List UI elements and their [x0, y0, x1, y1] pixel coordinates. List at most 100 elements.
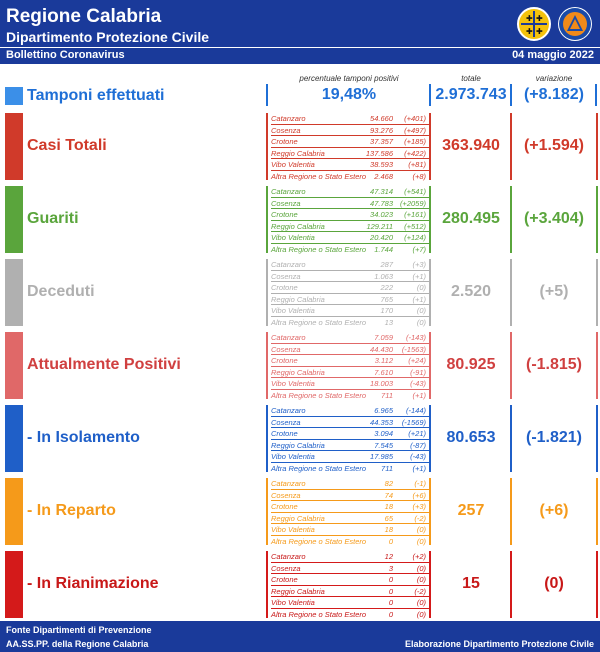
province-delta: (0)	[416, 525, 426, 534]
province-row: Cosenza 74 (+6)	[271, 490, 431, 501]
divider	[429, 332, 434, 399]
province-name: Cosenza	[271, 344, 301, 354]
province-name: Crotone	[271, 283, 298, 292]
province-value: 137.586	[365, 148, 393, 158]
province-delta: (0)	[416, 536, 426, 546]
divider	[595, 84, 597, 106]
province-delta: (-43)	[410, 452, 426, 461]
province-row: Reggio Calabria 0 (-2)	[271, 586, 431, 597]
header: Regione Calabria Dipartimento Protezione…	[0, 0, 600, 64]
province-row: Crotone 34.023 (+161)	[271, 209, 431, 221]
province-delta: (0)	[416, 283, 426, 292]
province-name: Vibo Valentia	[271, 160, 315, 169]
province-row: Cosenza 1.063 (+1)	[271, 271, 431, 282]
province-name: Altra Regione o Stato Estero	[271, 390, 367, 400]
section-color-bar	[5, 405, 23, 472]
province-value: 0	[388, 609, 393, 619]
page-subtitle: Dipartimento Protezione Civile	[6, 29, 210, 45]
province-name: Catanzaro	[271, 333, 306, 342]
divider	[266, 84, 268, 106]
province-delta: (-91)	[410, 367, 426, 377]
province-row: Catanzaro 12 (+2)	[271, 551, 431, 563]
province-name: Catanzaro	[271, 114, 306, 123]
divider	[510, 186, 515, 253]
province-row: Crotone 0 (0)	[271, 574, 431, 586]
province-delta: (-143)	[405, 333, 426, 342]
section-total: 257	[457, 501, 485, 519]
province-value: 7.545	[374, 440, 393, 450]
province-value: 47.783	[370, 198, 393, 208]
province-delta: (0)	[416, 609, 426, 619]
bulletin-date: 04 maggio 2022	[512, 49, 594, 61]
province-delta: (-1569)	[401, 417, 426, 427]
section-label: Guariti	[27, 209, 79, 227]
province-delta: (+1)	[412, 390, 426, 400]
province-value: 38.593	[370, 160, 393, 169]
section-variation: (+3.404)	[523, 209, 585, 227]
province-row: Catanzaro 54.660 (+401)	[271, 113, 431, 125]
divider	[510, 405, 515, 472]
footer-source-line1: Fonte Dipartimenti di Prevenzione	[6, 625, 152, 635]
province-delta: (0)	[416, 317, 426, 327]
province-value: 18	[384, 502, 393, 511]
province-delta: (-144)	[405, 406, 426, 415]
province-row: Reggio Calabria 137.586 (+422)	[271, 148, 431, 159]
province-row: Catanzaro 287 (+3)	[271, 259, 431, 271]
section-label: Casi Totali	[27, 136, 107, 154]
province-name: Vibo Valentia	[271, 233, 315, 242]
province-name: Reggio Calabria	[271, 440, 325, 450]
province-value: 3.112	[374, 356, 393, 365]
section-label: - In Isolamento	[27, 428, 140, 446]
divider	[266, 478, 271, 545]
province-row: Cosenza 44.353 (-1569)	[271, 417, 431, 428]
province-name: Altra Regione o Stato Estero	[271, 244, 367, 254]
province-name: Vibo Valentia	[271, 598, 315, 607]
divider	[596, 478, 598, 545]
province-name: Crotone	[271, 575, 298, 584]
province-row: Vibo Valentia 0 (0)	[271, 597, 431, 609]
column-header-percent: percentuale tamponi positivi	[299, 74, 399, 83]
province-row: Cosenza 47.783 (+2059)	[271, 198, 431, 209]
province-delta: (+124)	[404, 233, 426, 242]
province-row: Altra Regione o Stato Estero 1.744 (+7)	[271, 244, 431, 256]
province-value: 93.276	[370, 125, 393, 135]
province-delta: (+1)	[412, 271, 426, 281]
section-variation: (+5)	[539, 282, 569, 300]
divider	[429, 186, 434, 253]
province-value: 1.063	[374, 271, 393, 281]
province-value: 12	[384, 552, 393, 561]
province-value: 13	[384, 317, 393, 327]
province-value: 17.985	[370, 452, 393, 461]
section-1: Guariti Catanzaro 47.314 (+541) Cosenza 47.78…	[0, 186, 600, 256]
province-name: Cosenza	[271, 417, 301, 427]
section-variation: (+1.594)	[523, 136, 585, 154]
province-value: 65	[384, 513, 393, 523]
province-name: Reggio Calabria	[271, 294, 325, 304]
province-row: Catanzaro 47.314 (+541)	[271, 186, 431, 198]
divider	[596, 332, 598, 399]
province-name: Altra Regione o Stato Estero	[271, 609, 367, 619]
divider	[266, 332, 271, 399]
section-variation: (0)	[544, 574, 564, 592]
province-row: Reggio Calabria 129.211 (+512)	[271, 221, 431, 232]
province-list: Catanzaro 287 (+3) Cosenza 1.063 (+1) Crotone 2…	[271, 259, 431, 328]
province-row: Cosenza 3 (0)	[271, 563, 431, 574]
province-delta: (-1563)	[401, 344, 426, 354]
province-value: 2.468	[374, 171, 393, 181]
province-row: Vibo Valentia 18.003 (-43)	[271, 378, 431, 390]
province-delta: (+422)	[404, 148, 426, 158]
province-value: 44.353	[370, 417, 393, 427]
divider	[596, 113, 598, 180]
divider	[429, 551, 434, 618]
province-row: Crotone 37.357 (+185)	[271, 136, 431, 148]
svg-text:✚: ✚	[536, 27, 543, 36]
province-value: 0	[388, 536, 393, 546]
province-value: 20.420	[370, 233, 393, 242]
province-row: Crotone 3.112 (+24)	[271, 355, 431, 367]
province-name: Crotone	[271, 429, 298, 438]
divider	[429, 405, 434, 472]
province-name: Vibo Valentia	[271, 379, 315, 388]
divider	[266, 405, 271, 472]
section-color-bar	[5, 551, 23, 618]
province-row: Reggio Calabria 765 (+1)	[271, 294, 431, 305]
